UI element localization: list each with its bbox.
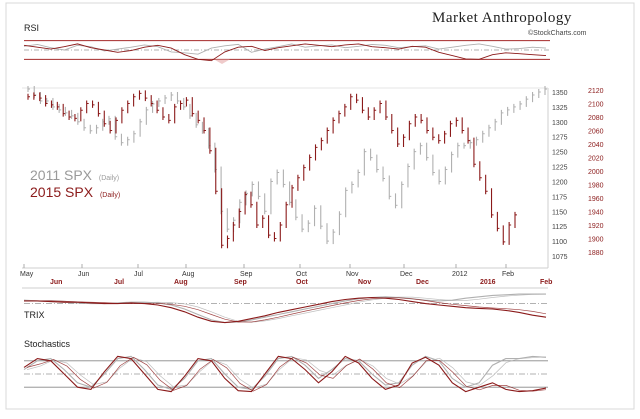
series-2015-label: 2015 SPX (Daily) <box>30 184 120 200</box>
brand-copyright: ©StockCharts.com <box>528 29 587 37</box>
y-right-tick: 2000 <box>588 169 604 176</box>
y-right-tick: 1960 <box>588 196 604 203</box>
trix-line-2015 <box>24 296 547 324</box>
y-right-tick: 1980 <box>588 183 604 190</box>
x-top-label: Jul <box>134 271 143 278</box>
y-right-tick: 1900 <box>588 237 604 244</box>
rsi-line-2015 <box>23 43 547 62</box>
y-left-tick: 1100 <box>552 239 567 246</box>
series-2015-name: 2015 SPX <box>30 184 94 200</box>
x-top-label: Jun <box>78 271 89 278</box>
x-top-label: Nov <box>346 271 359 278</box>
y-left-tick: 1175 <box>552 194 567 201</box>
y-right-tick: 1920 <box>588 223 604 230</box>
x-bottom-label: Oct <box>296 279 308 286</box>
x-bottom-label: Jul <box>114 279 124 286</box>
x-bottom-label: Dec <box>416 279 429 286</box>
x-bottom-label: Nov <box>358 279 371 286</box>
outer-frame <box>5 2 635 410</box>
trix-title: TRIX <box>24 310 45 320</box>
y-right-tick: 2080 <box>588 115 604 122</box>
trix-panel: TRIX <box>22 287 548 324</box>
x-bottom-label: Feb <box>540 279 552 286</box>
y-right-tick: 1940 <box>588 210 604 217</box>
series-2015-suffix: (Daily) <box>100 192 120 199</box>
y-left-tick: 1200 <box>552 179 568 186</box>
series-2011-suffix: (Daily) <box>99 175 119 182</box>
x-bottom-label: Sep <box>234 279 247 286</box>
y-right-tick: 2060 <box>588 129 604 136</box>
y-left-tick: 1250 <box>552 150 568 157</box>
y-left-tick: 1325 <box>552 105 568 112</box>
x-top-label: Feb <box>502 271 514 278</box>
x-top-label: Oct <box>296 271 307 278</box>
trix-signal-2015 <box>24 297 547 323</box>
stoch-signal-2011 <box>26 356 547 389</box>
y-left-tick: 1225 <box>552 165 568 172</box>
y-left-tick: 1150 <box>552 209 567 216</box>
x-top-label: 2012 <box>452 271 468 278</box>
x-bottom-label: Aug <box>174 279 188 286</box>
y-right-tick: 2020 <box>588 156 604 163</box>
y-left-tick: 1275 <box>552 135 568 142</box>
y-right-tick: 1880 <box>588 250 604 257</box>
x-top-label: Sep <box>240 271 253 278</box>
y-left-tick: 1125 <box>552 224 567 231</box>
rsi-panel: RSI <box>23 23 550 64</box>
stochastics-panel: Stochastics <box>23 339 548 393</box>
y-right-tick: 2120 <box>588 88 604 95</box>
stoch-line-2015 <box>23 355 547 393</box>
x-bottom-label: Jun <box>50 279 62 286</box>
stochastics-title: Stochastics <box>24 339 71 349</box>
series-2011-label: 2011 SPX (Daily) <box>30 167 119 183</box>
y-right-tick: 2040 <box>588 142 604 149</box>
price-panel: 1075 1100 1125 1150 1175 1200 1225 1250 1275 1300… <box>20 86 604 286</box>
x-top-label: Dec <box>400 271 413 278</box>
brand-title: Market Anthropology <box>432 10 572 26</box>
rsi-oversold-shade <box>214 59 230 64</box>
y-right-tick: 2100 <box>588 102 604 109</box>
series-2011-name: 2011 SPX <box>30 167 93 183</box>
y-left-tick: 1350 <box>552 90 568 97</box>
x-bottom-label: 2016 <box>480 279 496 286</box>
stoch-signal-2015 <box>26 356 547 392</box>
x-top-label: Aug <box>182 271 195 278</box>
rsi-line-2011 <box>23 43 547 55</box>
x-top-label: May <box>20 271 34 278</box>
y-left-tick: 1300 <box>552 120 568 127</box>
rsi-title: RSI <box>24 23 39 33</box>
y-left-tick: 1075 <box>552 254 568 261</box>
